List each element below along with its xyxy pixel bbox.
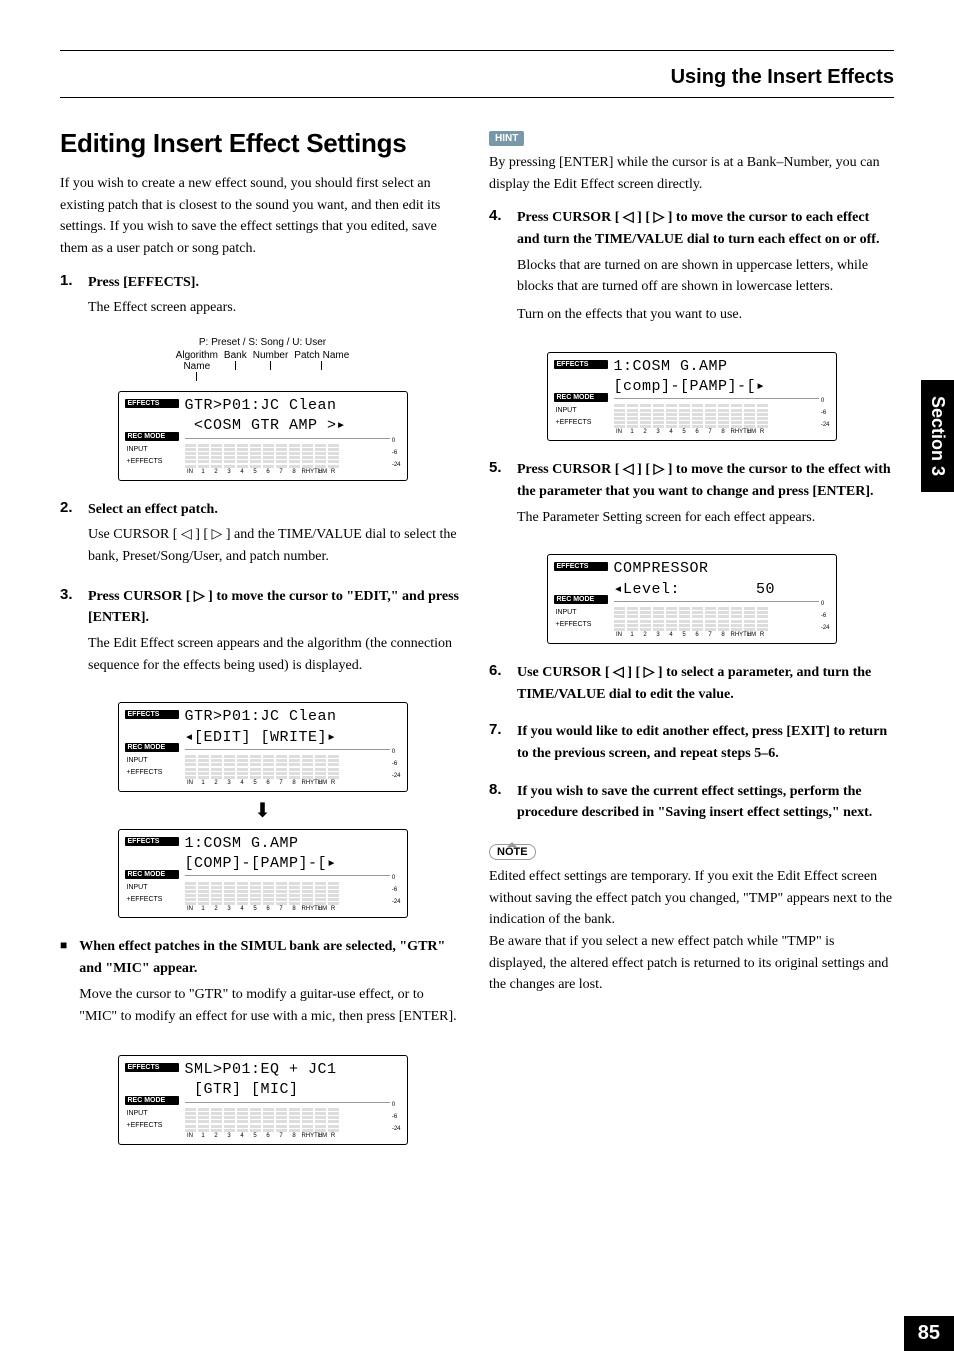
lcd-line2: [comp]-[PAMP]-[▸ <box>614 378 830 395</box>
lcd-screen-1: EFFECTS REC MODE INPUT +EFFECTS GTR>P01:… <box>118 391 408 481</box>
step-number: 6. <box>489 662 507 679</box>
step-body: Press CURSOR [ ▷ ] to move the cursor to… <box>88 586 465 683</box>
lcd-label-input: INPUT <box>125 446 179 453</box>
step-body: If you wish to save the current effect s… <box>517 781 894 828</box>
note-badge: NOTE <box>489 844 536 860</box>
steps-list-right-2: 5. Press CURSOR [ ◁ ] [ ▷ ] to move the … <box>489 459 894 534</box>
step-8: 8. If you wish to save the current effec… <box>489 781 894 828</box>
step-body: Select an effect patch. Use CURSOR [ ◁ ]… <box>88 499 465 574</box>
step-number: 8. <box>489 781 507 798</box>
step-lead: Press CURSOR [ ◁ ] [ ▷ ] to move the cur… <box>517 207 894 250</box>
lcd-line1: GTR>P01:JC Clean <box>185 708 401 725</box>
figure-3: EFFECTS REC MODE INPUT +EFFECTS SML>P01:… <box>60 1047 465 1155</box>
figure-1: P: Preset / S: Song / U: User Algorithm … <box>60 337 465 491</box>
step-lead: Use CURSOR [ ◁ ] [ ▷ ] to select a param… <box>517 662 894 705</box>
simul-lead: When effect patches in the SIMUL bank ar… <box>79 936 465 979</box>
step-lead: Press CURSOR [ ▷ ] to move the cursor to… <box>88 586 465 629</box>
lcd-screen-2b: EFFECTS REC MODE INPUT +EFFECTS 1:COSM G… <box>118 829 408 919</box>
step-3: 3. Press CURSOR [ ▷ ] to move the cursor… <box>60 586 465 683</box>
intro-text: If you wish to create a new effect sound… <box>60 173 465 260</box>
note-text: Edited effect settings are temporary. If… <box>489 866 894 996</box>
step-number: 2. <box>60 499 78 516</box>
figure-4: EFFECTS REC MODE INPUT +EFFECTS 1:COSM G… <box>489 344 894 452</box>
lcd-line2: ◂Level: 50 <box>614 581 830 598</box>
lcd-line1: 1:COSM G.AMP <box>185 835 401 852</box>
lcd-line2: [GTR] [MIC] <box>185 1081 401 1098</box>
step-lead: If you wish to save the current effect s… <box>517 781 894 824</box>
step-6: 6. Use CURSOR [ ◁ ] [ ▷ ] to select a pa… <box>489 662 894 709</box>
arrow-down-icon: ⬇ <box>254 798 271 823</box>
callout-bank: Bank <box>224 350 247 381</box>
lcd-screen-4: EFFECTS REC MODE INPUT +EFFECTS 1:COSM G… <box>547 352 837 442</box>
simul-body: Move the cursor to "GTR" to modify a gui… <box>79 984 465 1027</box>
step-number: 4. <box>489 207 507 224</box>
step-body: Press CURSOR [ ◁ ] [ ▷ ] to move the cur… <box>517 459 894 534</box>
note-block: NOTE Edited effect settings are temporar… <box>489 842 894 996</box>
section-tab: Section 3 <box>921 380 954 492</box>
square-bullet-icon: ■ <box>60 936 67 1039</box>
lcd-label-pluseffects: +EFFECTS <box>125 458 179 465</box>
hint-badge: HINT <box>489 131 524 146</box>
steps-list-left-2: 2. Select an effect patch. Use CURSOR [ … <box>60 499 465 683</box>
step-number: 7. <box>489 721 507 738</box>
callout-number: Number <box>253 350 289 381</box>
step-text: The Edit Effect screen appears and the a… <box>88 633 465 676</box>
step-text: The Effect screen appears. <box>88 297 465 319</box>
step-5: 5. Press CURSOR [ ◁ ] [ ▷ ] to move the … <box>489 459 894 534</box>
callout-algorithm: Algorithm Name <box>176 350 218 381</box>
simul-note: ■ When effect patches in the SIMUL bank … <box>60 936 465 1039</box>
lcd-line2: ◂[EDIT] [WRITE]▸ <box>185 729 401 746</box>
callout-patchname: Patch Name <box>294 350 349 381</box>
lcd-line1: GTR>P01:JC Clean <box>185 397 401 414</box>
step-text: The Parameter Setting screen for each ef… <box>517 507 894 529</box>
lcd-line1: 1:COSM G.AMP <box>614 358 830 375</box>
lcd-badge-effects: EFFECTS <box>125 399 179 408</box>
step-7: 7. If you would like to edit another eff… <box>489 721 894 768</box>
step-lead: Press CURSOR [ ◁ ] [ ▷ ] to move the cur… <box>517 459 894 502</box>
lcd-badge-recmode: REC MODE <box>125 432 179 441</box>
step-text: Blocks that are turned on are shown in u… <box>517 255 894 298</box>
page-header: Using the Insert Effects <box>60 50 894 98</box>
step-body: Use CURSOR [ ◁ ] [ ▷ ] to select a param… <box>517 662 894 709</box>
step-body: If you would like to edit another effect… <box>517 721 894 768</box>
lcd-line2: <COSM GTR AMP >▸ <box>185 417 401 434</box>
fig1-callouts: Algorithm Name Bank Number Patch Name <box>176 350 350 381</box>
step-lead: Press [EFFECTS]. <box>88 272 465 294</box>
page-number: 85 <box>904 1316 954 1351</box>
steps-list-left: 1. Press [EFFECTS]. The Effect screen ap… <box>60 272 465 325</box>
lcd-screen-2a: EFFECTS REC MODE INPUT +EFFECTS GTR>P01:… <box>118 702 408 792</box>
lcd-screen-3: EFFECTS REC MODE INPUT +EFFECTS SML>P01:… <box>118 1055 408 1145</box>
step-body: Press [EFFECTS]. The Effect screen appea… <box>88 272 465 325</box>
right-column: HINT By pressing [ENTER] while the curso… <box>489 128 894 1163</box>
step-4: 4. Press CURSOR [ ◁ ] [ ▷ ] to move the … <box>489 207 894 331</box>
step-number: 1. <box>60 272 78 289</box>
fig1-top-caption: P: Preset / S: Song / U: User <box>199 337 326 348</box>
steps-list-right-3: 6. Use CURSOR [ ◁ ] [ ▷ ] to select a pa… <box>489 662 894 828</box>
left-column: Editing Insert Effect Settings If you wi… <box>60 128 465 1163</box>
step-lead: If you would like to edit another effect… <box>517 721 894 764</box>
step-body: Press CURSOR [ ◁ ] [ ▷ ] to move the cur… <box>517 207 894 331</box>
lcd-side-labels: EFFECTS REC MODE INPUT +EFFECTS <box>125 397 179 475</box>
step-1: 1. Press [EFFECTS]. The Effect screen ap… <box>60 272 465 325</box>
step-lead: Select an effect patch. <box>88 499 465 521</box>
content-columns: Editing Insert Effect Settings If you wi… <box>60 128 894 1163</box>
step-number: 3. <box>60 586 78 603</box>
step-number: 5. <box>489 459 507 476</box>
lcd-screen-5: EFFECTS REC MODE INPUT +EFFECTS COMPRESS… <box>547 554 837 644</box>
lcd-line1: SML>P01:EQ + JC1 <box>185 1061 401 1078</box>
lcd-meters: IN12345678RHYTHMLR 0 -6 -24 <box>185 438 401 475</box>
meter-scale: 0 -6 -24 <box>392 438 401 468</box>
lcd-line1: COMPRESSOR <box>614 560 830 577</box>
step-2: 2. Select an effect patch. Use CURSOR [ … <box>60 499 465 574</box>
figure-2: EFFECTS REC MODE INPUT +EFFECTS GTR>P01:… <box>60 694 465 928</box>
lcd-line2: [COMP]-[PAMP]-[▸ <box>185 855 401 872</box>
step-text: Turn on the effects that you want to use… <box>517 304 894 326</box>
lcd-main: GTR>P01:JC Clean <COSM GTR AMP >▸ IN1234… <box>185 397 401 475</box>
page-title: Editing Insert Effect Settings <box>60 128 465 159</box>
hint-text: By pressing [ENTER] while the cursor is … <box>489 152 894 195</box>
steps-list-right: 4. Press CURSOR [ ◁ ] [ ▷ ] to move the … <box>489 207 894 331</box>
step-text: Use CURSOR [ ◁ ] [ ▷ ] and the TIME/VALU… <box>88 524 465 567</box>
figure-5: EFFECTS REC MODE INPUT +EFFECTS COMPRESS… <box>489 546 894 654</box>
page-frame <box>60 50 894 51</box>
